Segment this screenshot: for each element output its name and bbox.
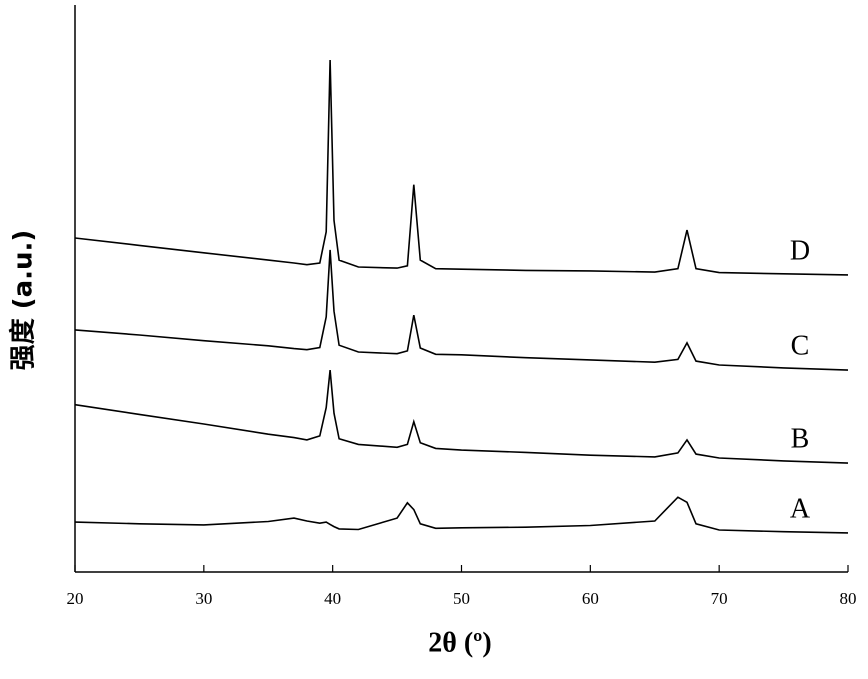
chart: 2θ (º) 强度 (a.u.) 20 30 40 50 60 70 80 A B C D (0, 0, 868, 674)
x-tick-label: 40 (324, 589, 341, 608)
series-label: D (790, 235, 810, 266)
x-tick-label: 60 (582, 589, 599, 608)
x-tick-label: 80 (840, 589, 857, 608)
series-line (75, 370, 848, 463)
series-label: A (790, 493, 811, 524)
x-tick-label: 70 (711, 589, 728, 608)
series-line (75, 250, 848, 370)
series-label: C (791, 331, 810, 362)
x-tick-label: 50 (453, 589, 470, 608)
x-tick-label: 20 (67, 589, 84, 608)
x-tick-label: 30 (195, 589, 212, 608)
x-axis-title: 2θ (º) (428, 627, 492, 658)
series-label: B (791, 424, 810, 455)
y-axis-title: 强度 (a.u.) (8, 230, 39, 371)
series-line (75, 497, 848, 533)
series-line (75, 60, 848, 275)
